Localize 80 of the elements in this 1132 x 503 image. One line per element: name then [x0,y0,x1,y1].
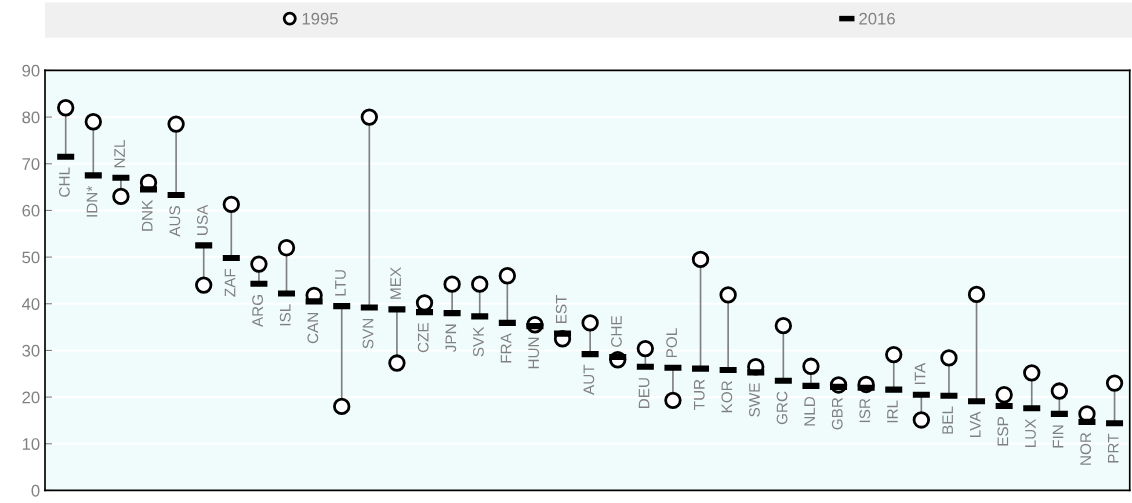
point [719,286,737,304]
point [167,115,185,133]
point [277,239,296,257]
x-tick-label: SVK [473,326,484,357]
x-tick-label: DNK [141,199,153,231]
x-tick-label: ISL [279,304,291,326]
point [967,285,986,304]
point [1050,382,1069,400]
x-tick-label: CAN [307,312,319,344]
point [691,250,710,269]
point [912,411,931,429]
x-tick-label: KOR [721,381,733,413]
x-tick-label: ISR [859,398,871,423]
x-tick-label: BEL [942,406,953,434]
point [84,113,102,131]
point [471,275,489,293]
x-tick-label: LUX [1025,418,1036,448]
point [195,276,213,294]
point [995,386,1013,404]
x-tick-label: NLD [804,396,815,426]
point [333,397,351,416]
x-tick-label: HUN [528,337,540,369]
point [774,317,793,335]
y-tick-label: 60 [22,204,40,217]
x-tick-label: ESP [997,417,1009,446]
point [581,314,599,332]
x-tick-label: MEX [390,267,401,299]
x-tick-label: FIN [1052,425,1064,448]
x-tick-label: TUR [693,379,705,410]
point [636,339,654,358]
x-tick-label: USA [196,204,208,235]
x-tick-label: DEU [638,378,650,409]
y-tick-label: 50 [22,251,40,264]
x-tick-label: CHL [58,167,70,197]
point [222,195,240,214]
x-tick-label: SVN [362,319,374,349]
x-tick-label: NOR [1080,432,1092,465]
legend-label: 1995 [302,12,338,25]
x-tick-label: EST [555,294,567,324]
x-tick-label: LTU [335,270,346,296]
x-tick-label: JPN [445,324,457,352]
point [885,345,903,364]
point [664,391,682,410]
x-tick-label: ZAF [224,268,236,297]
x-tick-label: PRT [1108,433,1119,463]
point [388,354,406,372]
x-tick-label: AUS [169,205,181,237]
x-tick-label: ITA [914,362,926,385]
x-tick-label: POL [666,328,678,358]
point [443,275,461,293]
point [1023,364,1041,382]
point [802,357,820,375]
x-tick-label: IDN* [86,185,98,217]
y-tick-label: 70 [22,158,40,170]
x-tick-label: NZL [114,140,125,168]
y-tick-label: 90 [22,64,40,77]
y-tick-label: 20 [22,391,40,404]
point [112,187,130,206]
point [1105,374,1124,392]
y-tick-label: 80 [22,111,40,124]
y-tick-label: 30 [22,344,40,357]
x-tick-label: CHE [611,316,622,347]
x-tick-label: CZE [417,323,429,353]
point [498,267,516,285]
x-tick-label: GBR [831,397,843,430]
point [360,108,378,126]
point [250,255,268,273]
point [940,349,958,367]
x-tick-label: GRC [776,391,788,425]
y-tick-label: 0 [31,484,40,497]
x-tick-label: IRL [887,400,898,423]
x-tick-label: ARG [252,295,264,328]
y-tick-label: 10 [22,438,40,450]
legend-label: 2016 [859,12,895,25]
x-tick-label: AUT [583,364,595,395]
x-tick-label: SWE [749,383,760,417]
point [57,99,75,117]
y-tick-label: 40 [21,298,40,310]
x-tick-label: FRA [500,333,512,363]
x-tick-label: LVA [969,411,981,437]
